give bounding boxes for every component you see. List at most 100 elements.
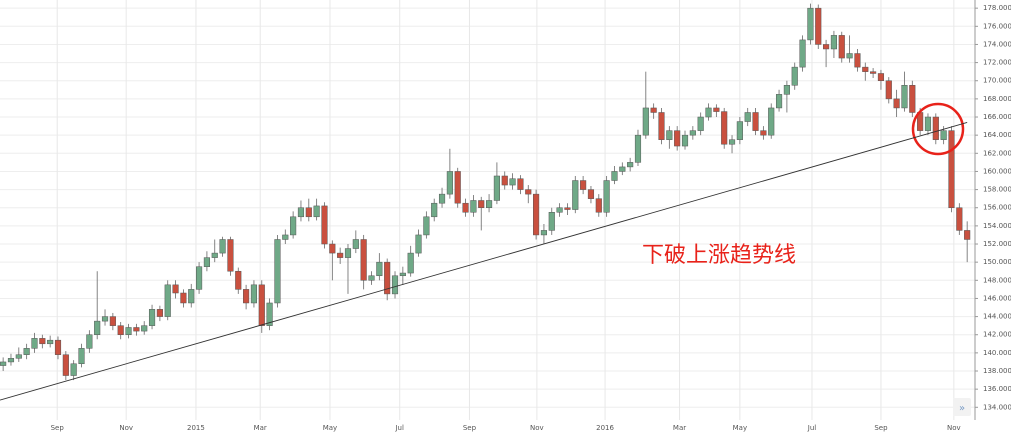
candle-body <box>86 334 93 349</box>
x-tick-label: Nov <box>947 424 961 432</box>
candle-body <box>674 130 681 147</box>
candle-body <box>548 212 555 231</box>
candle-body <box>846 53 853 59</box>
y-tick-label: 158.000 <box>983 186 1011 194</box>
candle-body <box>713 107 720 112</box>
candle-body <box>485 200 493 208</box>
scroll-button[interactable] <box>953 398 971 416</box>
candle-body <box>807 7 814 41</box>
candle-body <box>78 348 85 365</box>
candle-body <box>611 171 618 181</box>
candle-body <box>290 216 297 236</box>
y-tick-label: 166.000 <box>983 113 1011 121</box>
x-tick-label: Sep <box>874 424 888 432</box>
candle-body <box>219 239 226 254</box>
candle-body <box>391 275 399 295</box>
candle-body <box>164 284 171 317</box>
candle-body <box>870 71 877 74</box>
candle-body <box>431 202 438 218</box>
trend-line <box>0 122 968 401</box>
highlight-circle <box>911 102 965 156</box>
candle-body <box>964 230 971 240</box>
candle-body <box>321 205 328 245</box>
y-tick-label: 136.000 <box>983 385 1011 393</box>
candle-body <box>815 7 822 45</box>
y-tick-label: 170.000 <box>983 77 1011 85</box>
candle-body <box>101 316 109 322</box>
candle-body <box>70 363 77 376</box>
candle-body <box>838 35 845 59</box>
candle-body <box>948 130 955 208</box>
candle-body <box>133 327 140 332</box>
y-tick-label: 178.000 <box>983 4 1011 12</box>
candle-body <box>580 180 587 190</box>
candle-body <box>564 207 571 210</box>
candle-body <box>877 73 885 81</box>
candle-body <box>862 66 869 72</box>
candle-body <box>243 289 250 304</box>
y-tick-label: 142.000 <box>983 331 1011 339</box>
candle-body <box>227 239 234 272</box>
candle-body <box>823 44 830 50</box>
candle-body <box>768 107 775 136</box>
y-tick-label: 152.000 <box>983 240 1011 248</box>
x-tick-label: Nov <box>119 424 133 432</box>
candle-body <box>752 112 759 131</box>
candle-body <box>885 80 892 100</box>
candle-body <box>282 234 289 240</box>
candle-body <box>438 193 446 204</box>
candle-body <box>462 202 469 213</box>
y-tick-label: 176.000 <box>983 22 1011 30</box>
annotation: 下破上涨趋势线 <box>642 243 796 268</box>
candle-body <box>681 134 689 147</box>
candle-body <box>783 85 790 95</box>
candle-body <box>666 130 673 140</box>
scroll-icon[interactable]: » <box>959 403 965 414</box>
candles <box>0 3 971 381</box>
y-tick-label: 144.000 <box>983 313 1011 321</box>
candle-body <box>94 320 101 335</box>
candle-body <box>650 107 657 113</box>
x-tick-label: Sep <box>463 424 477 432</box>
candle-body <box>31 338 38 349</box>
candle-body <box>125 327 132 335</box>
candle-body <box>525 189 532 195</box>
candle-body <box>799 39 806 68</box>
x-tick-label: Jul <box>807 424 817 432</box>
candle-body <box>196 266 203 290</box>
y-tick-label: 162.000 <box>983 149 1011 157</box>
candle-body <box>117 325 124 335</box>
candle-body <box>407 252 414 274</box>
candle-body <box>313 205 320 218</box>
y-tick-label: 134.000 <box>983 403 1011 411</box>
candle-body <box>297 207 305 218</box>
x-tick-label: May <box>323 424 337 432</box>
candle-body <box>344 248 352 258</box>
x-tick-label: May <box>733 424 747 432</box>
candle-body <box>909 85 916 113</box>
candle-body <box>533 193 540 236</box>
candle-body <box>721 111 728 145</box>
candle-body <box>172 284 179 294</box>
candle-body <box>39 338 46 345</box>
y-tick-label: 164.000 <box>983 131 1011 139</box>
y-tick-label: 168.000 <box>983 95 1011 103</box>
candle-body <box>658 112 665 140</box>
candle-body <box>940 130 947 140</box>
candle-body <box>501 175 508 186</box>
candle-body <box>744 112 751 122</box>
candle-body <box>352 239 359 249</box>
candle-body <box>141 325 148 332</box>
candle-body <box>697 116 704 131</box>
candle-body <box>540 230 548 236</box>
candle-body <box>180 292 187 304</box>
candle-body <box>188 289 195 304</box>
x-tick-label: Mar <box>673 424 686 432</box>
candle-body <box>266 302 273 326</box>
candle-body <box>211 252 218 258</box>
candle-body <box>415 234 422 254</box>
candle-body <box>23 348 30 355</box>
candle-body <box>587 189 595 199</box>
y-tick-label: 172.000 <box>983 59 1011 67</box>
